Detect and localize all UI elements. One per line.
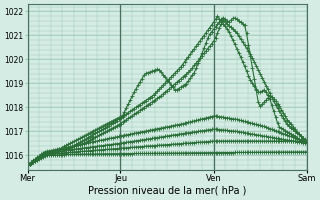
X-axis label: Pression niveau de la mer( hPa ): Pression niveau de la mer( hPa ) — [88, 186, 246, 196]
